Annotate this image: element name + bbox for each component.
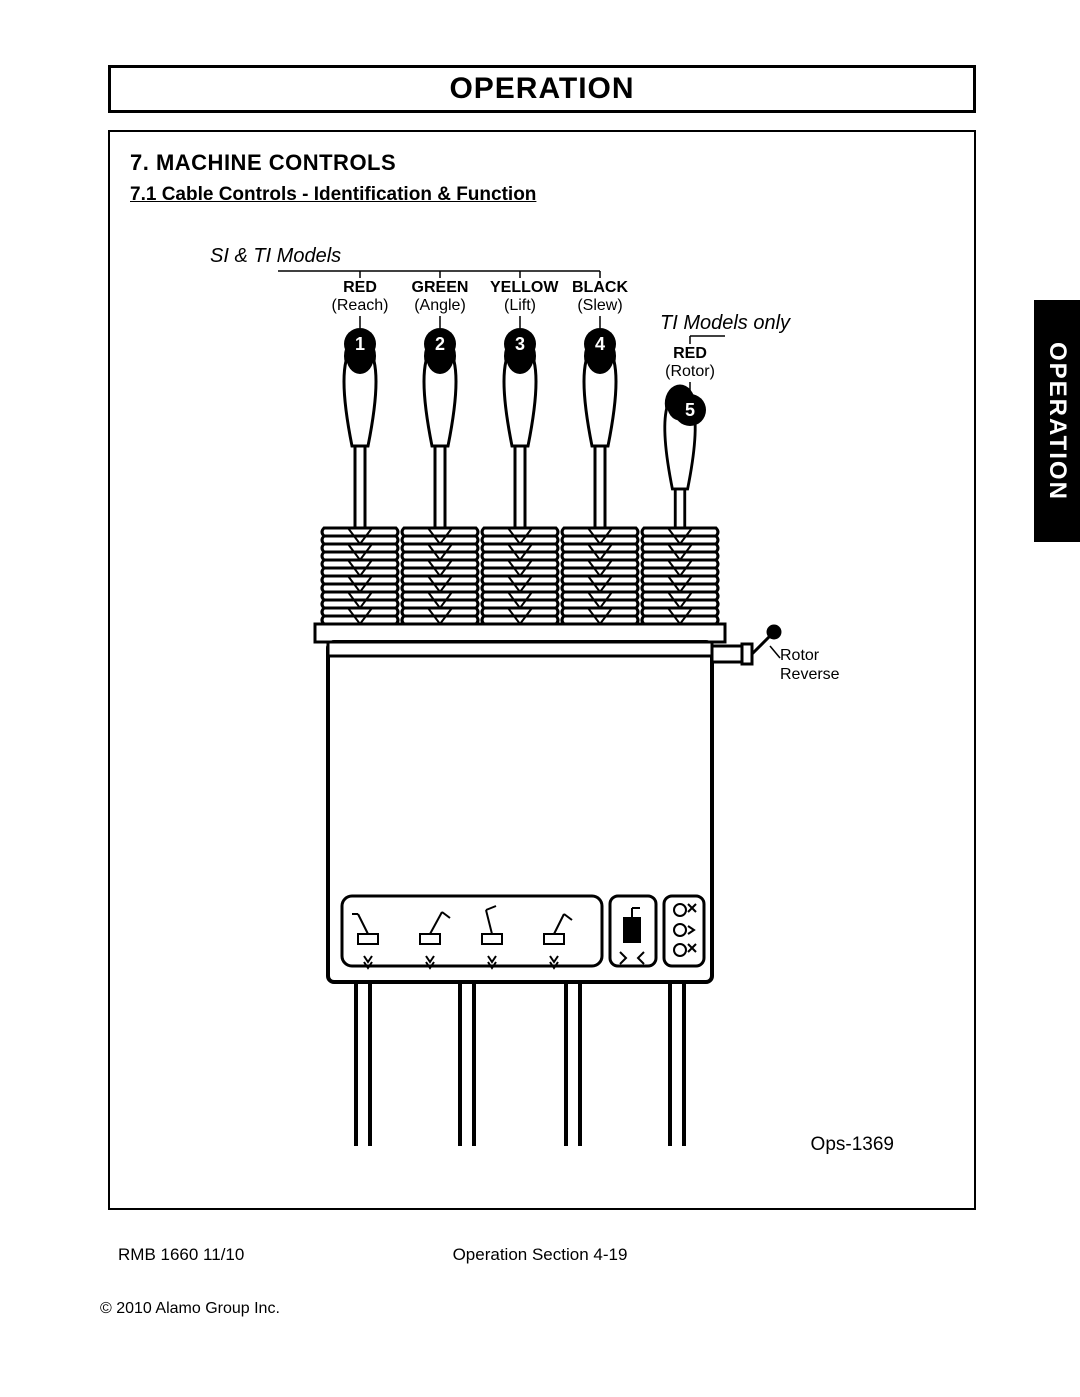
section-heading: 7. MACHINE CONTROLS (130, 150, 954, 176)
lever-2-num: 2 (435, 334, 445, 354)
lever-5-num: 5 (685, 400, 695, 420)
lever-4-num: 4 (595, 334, 605, 354)
footer-center: Operation Section 4-19 (0, 1245, 1080, 1265)
page-title: OPERATION (449, 72, 634, 106)
page-header-box: OPERATION (108, 65, 976, 113)
lever-1-num: 1 (355, 334, 365, 354)
footer-copyright: © 2010 Alamo Group Inc. (100, 1300, 280, 1318)
controls-diagram: 1 2 3 4 5 (130, 216, 950, 1176)
side-tab-operation: OPERATION (1034, 300, 1080, 542)
content-frame: 7. MACHINE CONTROLS 7.1 Cable Controls -… (108, 130, 976, 1210)
diagram-area: SI & TI Models TI Models only RED (Reach… (130, 216, 954, 1176)
lever-3-num: 3 (515, 334, 525, 354)
section-subheading: 7.1 Cable Controls - Identification & Fu… (130, 184, 954, 206)
